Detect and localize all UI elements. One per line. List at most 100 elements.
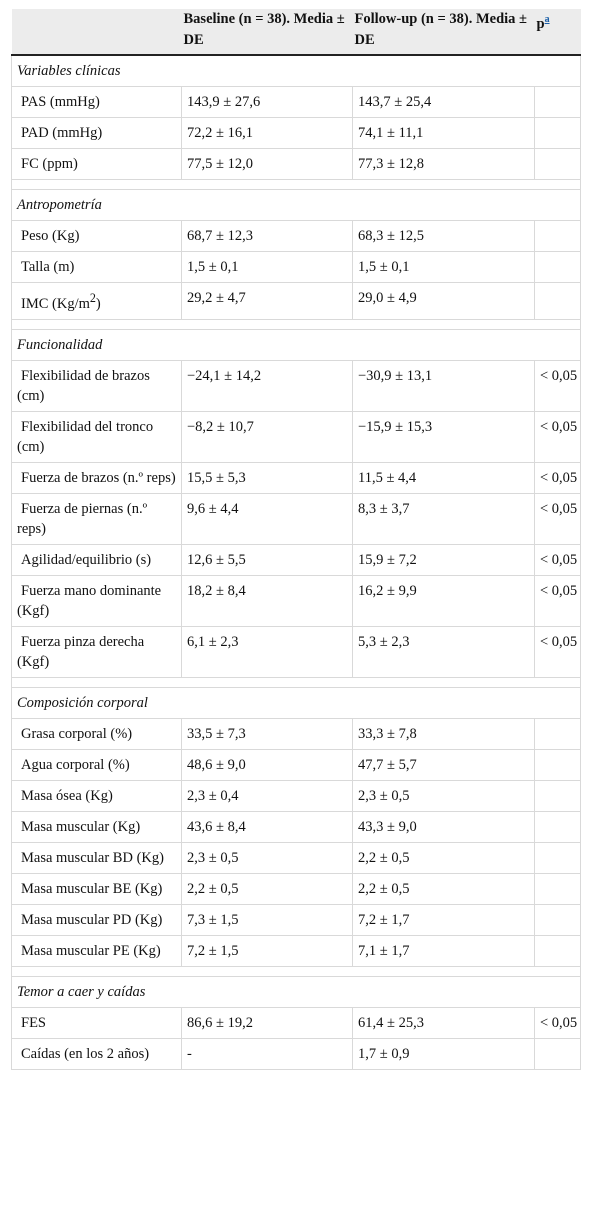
p-value-cell xyxy=(534,1037,581,1070)
section-header-row: Variables clínicas xyxy=(11,54,581,87)
row-label: Masa muscular PE (Kg) xyxy=(11,934,182,967)
row-label: Masa muscular BD (Kg) xyxy=(11,841,182,874)
followup-cell: 61,4 ± 25,3 xyxy=(352,1006,535,1039)
row-label-text: Grasa corporal (%) xyxy=(21,725,133,742)
row-label: Agilidad/equilibrio (s) xyxy=(11,543,182,576)
row-label: PAS (mmHg) xyxy=(11,86,182,118)
row-label-text: PAD (mmHg) xyxy=(21,125,103,141)
followup-cell: 8,3 ± 3,7 xyxy=(352,492,535,545)
table-row: Fuerza mano dominante (Kgf) 18,2 ± 8,4 16,… xyxy=(11,574,581,627)
row-label: IMC (Kg/m2) xyxy=(11,282,182,320)
row-label-suffix: ) xyxy=(95,295,101,312)
p-value-cell: < 0,05 xyxy=(534,461,581,494)
p-value-cell: < 0,05 xyxy=(534,543,581,576)
followup-cell: 43,3 ± 9,0 xyxy=(352,810,535,843)
row-label: Fuerza mano dominante (Kgf) xyxy=(11,574,182,627)
followup-cell: 143,7 ± 25,4 xyxy=(352,86,535,118)
table-row: Agua corporal (%) 48,6 ± 9,0 47,7 ± 5,7 xyxy=(11,748,581,781)
row-label: Talla (m) xyxy=(11,251,182,283)
followup-cell: 16,2 ± 9,9 xyxy=(352,574,535,627)
row-label-text: Flexibilidad de brazos (cm) xyxy=(17,367,150,404)
row-label-text: Agilidad/equilibrio (s) xyxy=(21,551,152,568)
row-label: Masa muscular BE (Kg) xyxy=(11,872,182,905)
followup-cell: 2,2 ± 0,5 xyxy=(352,872,535,905)
row-label: FC (ppm) xyxy=(11,148,182,180)
followup-cell: 11,5 ± 4,4 xyxy=(352,461,535,494)
p-value-cell xyxy=(534,810,581,843)
baseline-cell: 12,6 ± 5,5 xyxy=(181,543,353,576)
header-p-label: p xyxy=(536,15,545,32)
baseline-cell: 7,2 ± 1,5 xyxy=(181,934,353,967)
p-value-cell: < 0,05 xyxy=(534,625,581,678)
baseline-cell: 9,6 ± 4,4 xyxy=(181,492,353,545)
table-body: Variables clínicas PAS (mmHg) 143,9 ± 27,6… xyxy=(11,54,581,1070)
followup-cell: 77,3 ± 12,8 xyxy=(352,148,535,180)
baseline-cell: 15,5 ± 5,3 xyxy=(181,461,353,494)
followup-cell: 68,3 ± 12,5 xyxy=(352,220,535,252)
spacer-cell xyxy=(11,965,581,977)
p-value-cell xyxy=(534,251,581,283)
p-value-cell: < 0,05 xyxy=(534,359,581,412)
p-value-cell: < 0,05 xyxy=(534,492,581,545)
baseline-cell: 18,2 ± 8,4 xyxy=(181,574,353,627)
baseline-cell: 29,2 ± 4,7 xyxy=(181,282,353,320)
row-label: PAD (mmHg) xyxy=(11,117,182,149)
row-label-sup: 2 xyxy=(89,291,96,305)
baseline-cell: 68,7 ± 12,3 xyxy=(181,220,353,252)
p-value-cell xyxy=(534,779,581,812)
table-row: IMC (Kg/m2) 29,2 ± 4,7 29,0 ± 4,9 xyxy=(11,282,581,320)
section-title: Temor a caer y caídas xyxy=(11,975,581,1008)
row-label: Fuerza de piernas (n.º reps) xyxy=(11,492,182,545)
table-row: FES 86,6 ± 19,2 61,4 ± 25,3 < 0,05 xyxy=(11,1006,581,1039)
table-row: Talla (m) 1,5 ± 0,1 1,5 ± 0,1 xyxy=(11,251,581,283)
header-baseline: Baseline (n = 38). Media ± DE xyxy=(181,9,353,56)
baseline-cell: −24,1 ± 14,2 xyxy=(181,359,353,412)
results-table: Baseline (n = 38). Media ± DE Follow-up … xyxy=(11,9,581,1070)
row-label-text: Peso (Kg) xyxy=(21,228,80,244)
section-title: Variables clínicas xyxy=(11,54,581,87)
p-value-cell: < 0,05 xyxy=(534,410,581,463)
footnote-a-link[interactable]: a xyxy=(544,14,550,25)
table-row: Masa ósea (Kg) 2,3 ± 0,4 2,3 ± 0,5 xyxy=(11,779,581,812)
table-row: Masa muscular (Kg) 43,6 ± 8,4 43,3 ± 9,0 xyxy=(11,810,581,843)
row-label-text: Masa ósea (Kg) xyxy=(21,787,113,804)
followup-cell: 2,2 ± 0,5 xyxy=(352,841,535,874)
section-header-row: Composición corporal xyxy=(11,686,581,719)
table-row: FC (ppm) 77,5 ± 12,0 77,3 ± 12,8 xyxy=(11,148,581,180)
followup-cell: −15,9 ± 15,3 xyxy=(352,410,535,463)
row-label-text: IMC (Kg/m xyxy=(21,295,90,312)
table-row: Flexibilidad de brazos (cm) −24,1 ± 14,2−… xyxy=(11,359,581,412)
p-value-cell xyxy=(534,148,581,180)
row-label-text: Fuerza mano dominante (Kgf) xyxy=(17,582,162,619)
baseline-cell: −8,2 ± 10,7 xyxy=(181,410,353,463)
row-label: Peso (Kg) xyxy=(11,220,182,252)
table-row: Fuerza de brazos (n.º reps) 15,5 ± 5,3 11,… xyxy=(11,461,581,494)
followup-cell: −30,9 ± 13,1 xyxy=(352,359,535,412)
section-title: Funcionalidad xyxy=(11,328,581,361)
row-label-text: Talla (m) xyxy=(21,259,75,275)
row-label-text: FC (ppm) xyxy=(21,156,78,172)
row-label-text: Agua corporal (%) xyxy=(21,756,130,773)
baseline-cell: 86,6 ± 19,2 xyxy=(181,1006,353,1039)
row-label-text: Fuerza de brazos (n.º reps) xyxy=(21,469,176,486)
p-value-cell xyxy=(534,717,581,750)
p-value-cell xyxy=(534,903,581,936)
followup-cell: 7,2 ± 1,7 xyxy=(352,903,535,936)
p-value-cell: < 0,05 xyxy=(534,574,581,627)
row-label: FES xyxy=(11,1006,182,1039)
baseline-cell: 33,5 ± 7,3 xyxy=(181,717,353,750)
baseline-cell: 2,3 ± 0,5 xyxy=(181,841,353,874)
table-row: Caídas (en los 2 años) -1,7 ± 0,9 xyxy=(11,1037,581,1070)
row-label-text: FES xyxy=(21,1014,46,1031)
section-spacer xyxy=(11,179,581,190)
followup-cell: 33,3 ± 7,8 xyxy=(352,717,535,750)
spacer-cell xyxy=(11,318,581,330)
table-row: Grasa corporal (%) 33,5 ± 7,3 33,3 ± 7,8 xyxy=(11,717,581,750)
followup-cell: 15,9 ± 7,2 xyxy=(352,543,535,576)
table-row: Fuerza de piernas (n.º reps) 9,6 ± 4,4 8,3… xyxy=(11,492,581,545)
spacer-cell xyxy=(11,676,581,688)
p-value-cell xyxy=(534,282,581,320)
table-row: PAS (mmHg) 143,9 ± 27,6 143,7 ± 25,4 xyxy=(11,86,581,118)
table-header: Baseline (n = 38). Media ± DE Follow-up … xyxy=(11,9,581,56)
table-row: Masa muscular PD (Kg) 7,3 ± 1,5 7,2 ± 1,7 xyxy=(11,903,581,936)
